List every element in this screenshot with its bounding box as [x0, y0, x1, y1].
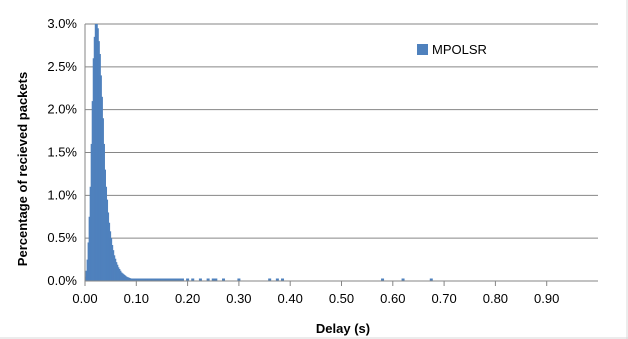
data-bar [206, 278, 210, 281]
x-tick-label: 0.80 [483, 291, 508, 306]
x-tick-label: 0.20 [175, 291, 200, 306]
data-bar [165, 278, 169, 281]
bars-layer [84, 24, 433, 282]
data-bar [145, 278, 149, 281]
y-tick-label: 1.0% [47, 187, 77, 202]
x-tick-labels: 0.00 0.10 0.20 0.30 0.40 0.50 0.60 0.70 0.80 0.90 [72, 291, 559, 306]
data-bar [211, 278, 215, 281]
x-tick-label: 0.60 [380, 291, 405, 306]
y-tick-label: 0.5% [47, 230, 77, 245]
legend: MPOLSR [417, 42, 487, 57]
y-tick-labels: 0.0% 0.5% 1.0% 1.5% 2.0% 2.5% 3.0% [47, 16, 77, 288]
x-tick-label: 0.00 [72, 291, 97, 306]
x-tick-label: 0.10 [124, 291, 149, 306]
x-tick-label: 0.30 [226, 291, 251, 306]
data-bar [175, 278, 179, 281]
data-bar [275, 278, 279, 281]
data-bar [157, 278, 161, 281]
legend-swatch [417, 44, 428, 55]
grid-layer [85, 23, 598, 239]
x-tick-label: 0.40 [278, 291, 303, 306]
data-bar [136, 278, 140, 281]
data-bar [268, 278, 272, 281]
data-bar [153, 278, 157, 281]
x-tick-label: 0.90 [534, 291, 559, 306]
data-bar [214, 278, 218, 281]
data-bar [173, 278, 177, 281]
data-bar [168, 278, 172, 281]
x-tick-label: 0.50 [329, 291, 354, 306]
y-axis-title: Percentage of recieved packets [15, 72, 30, 266]
data-bar [186, 278, 190, 281]
axis-layer [84, 24, 598, 286]
data-bar [401, 278, 405, 281]
data-bar [170, 278, 174, 281]
x-axis-title: Delay (s) [316, 321, 370, 336]
data-bar [143, 278, 147, 281]
y-tick-label: 2.5% [47, 59, 77, 74]
legend-label: MPOLSR [432, 42, 487, 57]
data-bar [138, 278, 142, 281]
data-bar [381, 278, 385, 281]
x-tick-label: 0.70 [431, 291, 456, 306]
data-bar [191, 278, 195, 281]
data-bar [222, 278, 226, 281]
data-bar [134, 278, 138, 281]
data-bar [155, 278, 159, 281]
data-bar [147, 278, 151, 281]
y-tick-label: 1.5% [47, 145, 77, 160]
data-bar [281, 278, 285, 281]
data-bar [198, 278, 202, 281]
data-bar [149, 278, 153, 281]
y-tick-label: 3.0% [47, 16, 77, 31]
data-bar [163, 278, 167, 281]
data-bar [178, 278, 182, 281]
data-bar [160, 278, 164, 281]
data-bar [237, 278, 241, 281]
data-bar [180, 278, 184, 281]
data-bar [140, 278, 144, 281]
data-bar [151, 278, 155, 281]
data-bar [429, 278, 433, 281]
y-tick-label: 2.0% [47, 102, 77, 117]
y-tick-label: 0.0% [47, 273, 77, 288]
